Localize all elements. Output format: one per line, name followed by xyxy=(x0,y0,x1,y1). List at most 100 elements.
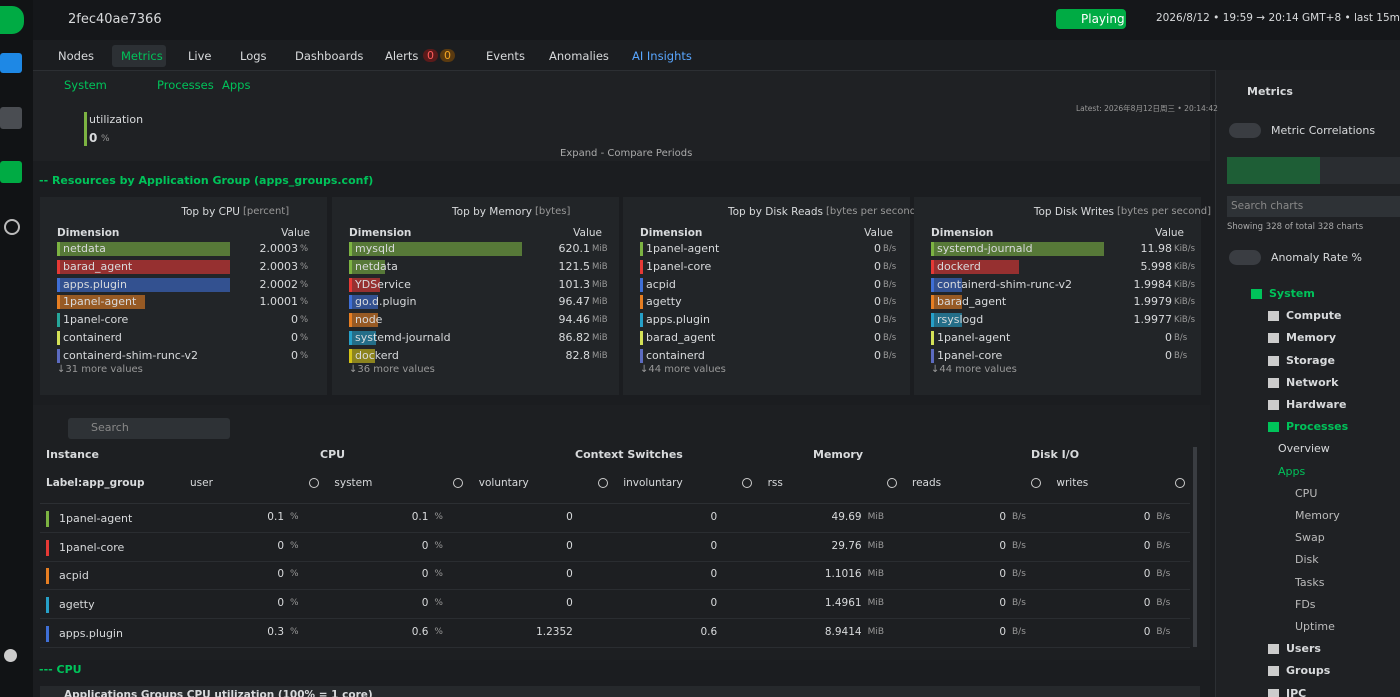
column-group: CPU xyxy=(320,448,346,461)
tree-item[interactable]: System xyxy=(1269,287,1315,300)
dimension-name: 1panel-core xyxy=(646,259,712,273)
time-range[interactable]: 2026/8/12 • 19:59 → 20:14 GMT+8 • last 1… xyxy=(1156,12,1400,24)
panel-unit: [bytes] xyxy=(535,206,571,217)
tree-icon xyxy=(1268,666,1279,677)
info-icon[interactable] xyxy=(1175,478,1186,488)
cell-unit: % xyxy=(290,569,299,580)
tree-item[interactable]: FDs xyxy=(1295,597,1316,611)
toggle[interactable] xyxy=(1229,123,1261,138)
info-icon[interactable] xyxy=(597,478,608,488)
dimension-value: 0 xyxy=(1165,331,1172,344)
cell-value: 0.1 xyxy=(267,511,284,523)
cell-unit: B/s xyxy=(1012,626,1026,637)
tab[interactable]: Events xyxy=(486,49,525,63)
alert-count[interactable]: 0 xyxy=(423,49,438,62)
tab[interactable]: AI Insights xyxy=(632,49,692,63)
info-icon[interactable] xyxy=(4,649,17,662)
dimension-name: dockerd xyxy=(937,259,981,273)
cell-value: 0 xyxy=(999,511,1006,523)
tab[interactable]: Live xyxy=(188,49,212,63)
tree-item[interactable]: Storage xyxy=(1286,353,1335,367)
cell-unit: % xyxy=(434,512,443,522)
row-color xyxy=(349,295,352,310)
logo[interactable] xyxy=(0,6,24,34)
dimension-value: 0 xyxy=(874,277,881,291)
tree-item[interactable]: Disk xyxy=(1295,553,1319,567)
dimension-value: 0 xyxy=(1165,348,1172,362)
expand-button[interactable]: Expand - Compare Periods xyxy=(560,148,693,159)
row-color xyxy=(46,511,49,527)
cell-value: 0 xyxy=(421,597,429,610)
node-name[interactable]: 2fec40ae7366 xyxy=(68,12,162,27)
tree-item[interactable]: Swap xyxy=(1295,531,1325,545)
chart-title: Applications Groups CPU utilization (100… xyxy=(64,689,373,697)
alert-count[interactable]: 0 xyxy=(440,49,455,62)
rail-icon[interactable] xyxy=(0,53,22,73)
value-bar xyxy=(352,313,378,328)
tree-item[interactable]: Tasks xyxy=(1295,575,1325,589)
section-title: --- CPU xyxy=(39,663,82,676)
tab[interactable]: Alerts xyxy=(385,49,419,63)
row-color xyxy=(640,295,643,310)
info-icon[interactable] xyxy=(309,478,319,488)
dimension-value: 2.0003 xyxy=(259,259,299,273)
rail-icon[interactable] xyxy=(0,107,22,129)
tree-item[interactable]: Apps xyxy=(1278,464,1306,478)
search-input[interactable] xyxy=(68,418,230,439)
breadcrumb-item[interactable]: System xyxy=(64,78,107,92)
column-group: Memory xyxy=(813,448,864,461)
play-button[interactable] xyxy=(1056,9,1126,29)
search-placeholder[interactable]: Search xyxy=(91,421,129,434)
more-values[interactable]: ↓44 more values xyxy=(931,364,1017,375)
tree-item[interactable]: IPC xyxy=(1286,686,1307,697)
toggle-label[interactable]: Metric Correlations xyxy=(1271,124,1376,137)
sidebar-tab-active[interactable] xyxy=(1227,157,1320,184)
more-values[interactable]: ↓31 more values xyxy=(57,364,143,375)
dimension-name: netdata xyxy=(355,259,398,273)
cell-value: 0 xyxy=(710,568,718,581)
sidebar-search[interactable] xyxy=(1227,196,1400,217)
more-values[interactable]: ↓44 more values xyxy=(640,364,726,375)
top-bar xyxy=(0,0,1400,40)
cell-value: 0 xyxy=(1143,568,1151,581)
tree-item[interactable]: Uptime xyxy=(1295,620,1335,633)
search-placeholder[interactable]: Search charts xyxy=(1231,200,1304,212)
breadcrumb-item[interactable]: Processes xyxy=(157,78,214,92)
tab[interactable]: Nodes xyxy=(58,49,95,63)
info-icon[interactable] xyxy=(1031,478,1041,488)
info-icon[interactable] xyxy=(886,478,897,488)
play-status[interactable]: Playing xyxy=(1081,12,1125,26)
info-icon[interactable] xyxy=(453,478,464,488)
tree-item[interactable]: Processes xyxy=(1286,420,1349,434)
more-values[interactable]: ↓36 more values xyxy=(349,364,435,375)
tab[interactable]: Logs xyxy=(240,49,267,63)
cell-value: 0 xyxy=(1143,597,1151,610)
sidebar-tab[interactable] xyxy=(1320,157,1400,184)
dimension-unit: B/s xyxy=(1174,350,1188,361)
tree-item[interactable]: Users xyxy=(1286,642,1321,656)
cell-value: 1.4961 xyxy=(824,597,862,610)
settings-icon[interactable] xyxy=(4,219,20,235)
value-bar xyxy=(934,259,1020,274)
tab[interactable]: Anomalies xyxy=(549,49,609,63)
tree-item[interactable]: Compute xyxy=(1286,309,1342,323)
row-divider xyxy=(40,503,1190,504)
dimension-value: 94.46 xyxy=(558,313,591,327)
toggle[interactable] xyxy=(1229,250,1261,265)
rail-icon[interactable] xyxy=(0,161,22,183)
info-icon[interactable] xyxy=(742,478,753,488)
tree-item[interactable]: CPU xyxy=(1295,486,1318,500)
breadcrumb-item[interactable]: Apps xyxy=(222,78,251,92)
tree-item[interactable]: Network xyxy=(1286,375,1339,389)
dimension-name: netdata xyxy=(63,242,106,255)
toggle-label[interactable]: Anomaly Rate % xyxy=(1271,251,1362,264)
tree-item[interactable]: Groups xyxy=(1286,664,1331,678)
tree-item[interactable]: Memory xyxy=(1295,509,1340,522)
tree-item[interactable]: Hardware xyxy=(1286,398,1347,411)
charts-count: Showing 328 of total 328 charts xyxy=(1227,222,1364,232)
tree-item[interactable]: Memory xyxy=(1286,331,1337,345)
tab[interactable]: Dashboards xyxy=(295,49,364,63)
dimension-name: 1panel-core xyxy=(937,348,1003,362)
tab[interactable]: Metrics xyxy=(121,49,163,63)
tree-item[interactable]: Overview xyxy=(1278,442,1330,456)
